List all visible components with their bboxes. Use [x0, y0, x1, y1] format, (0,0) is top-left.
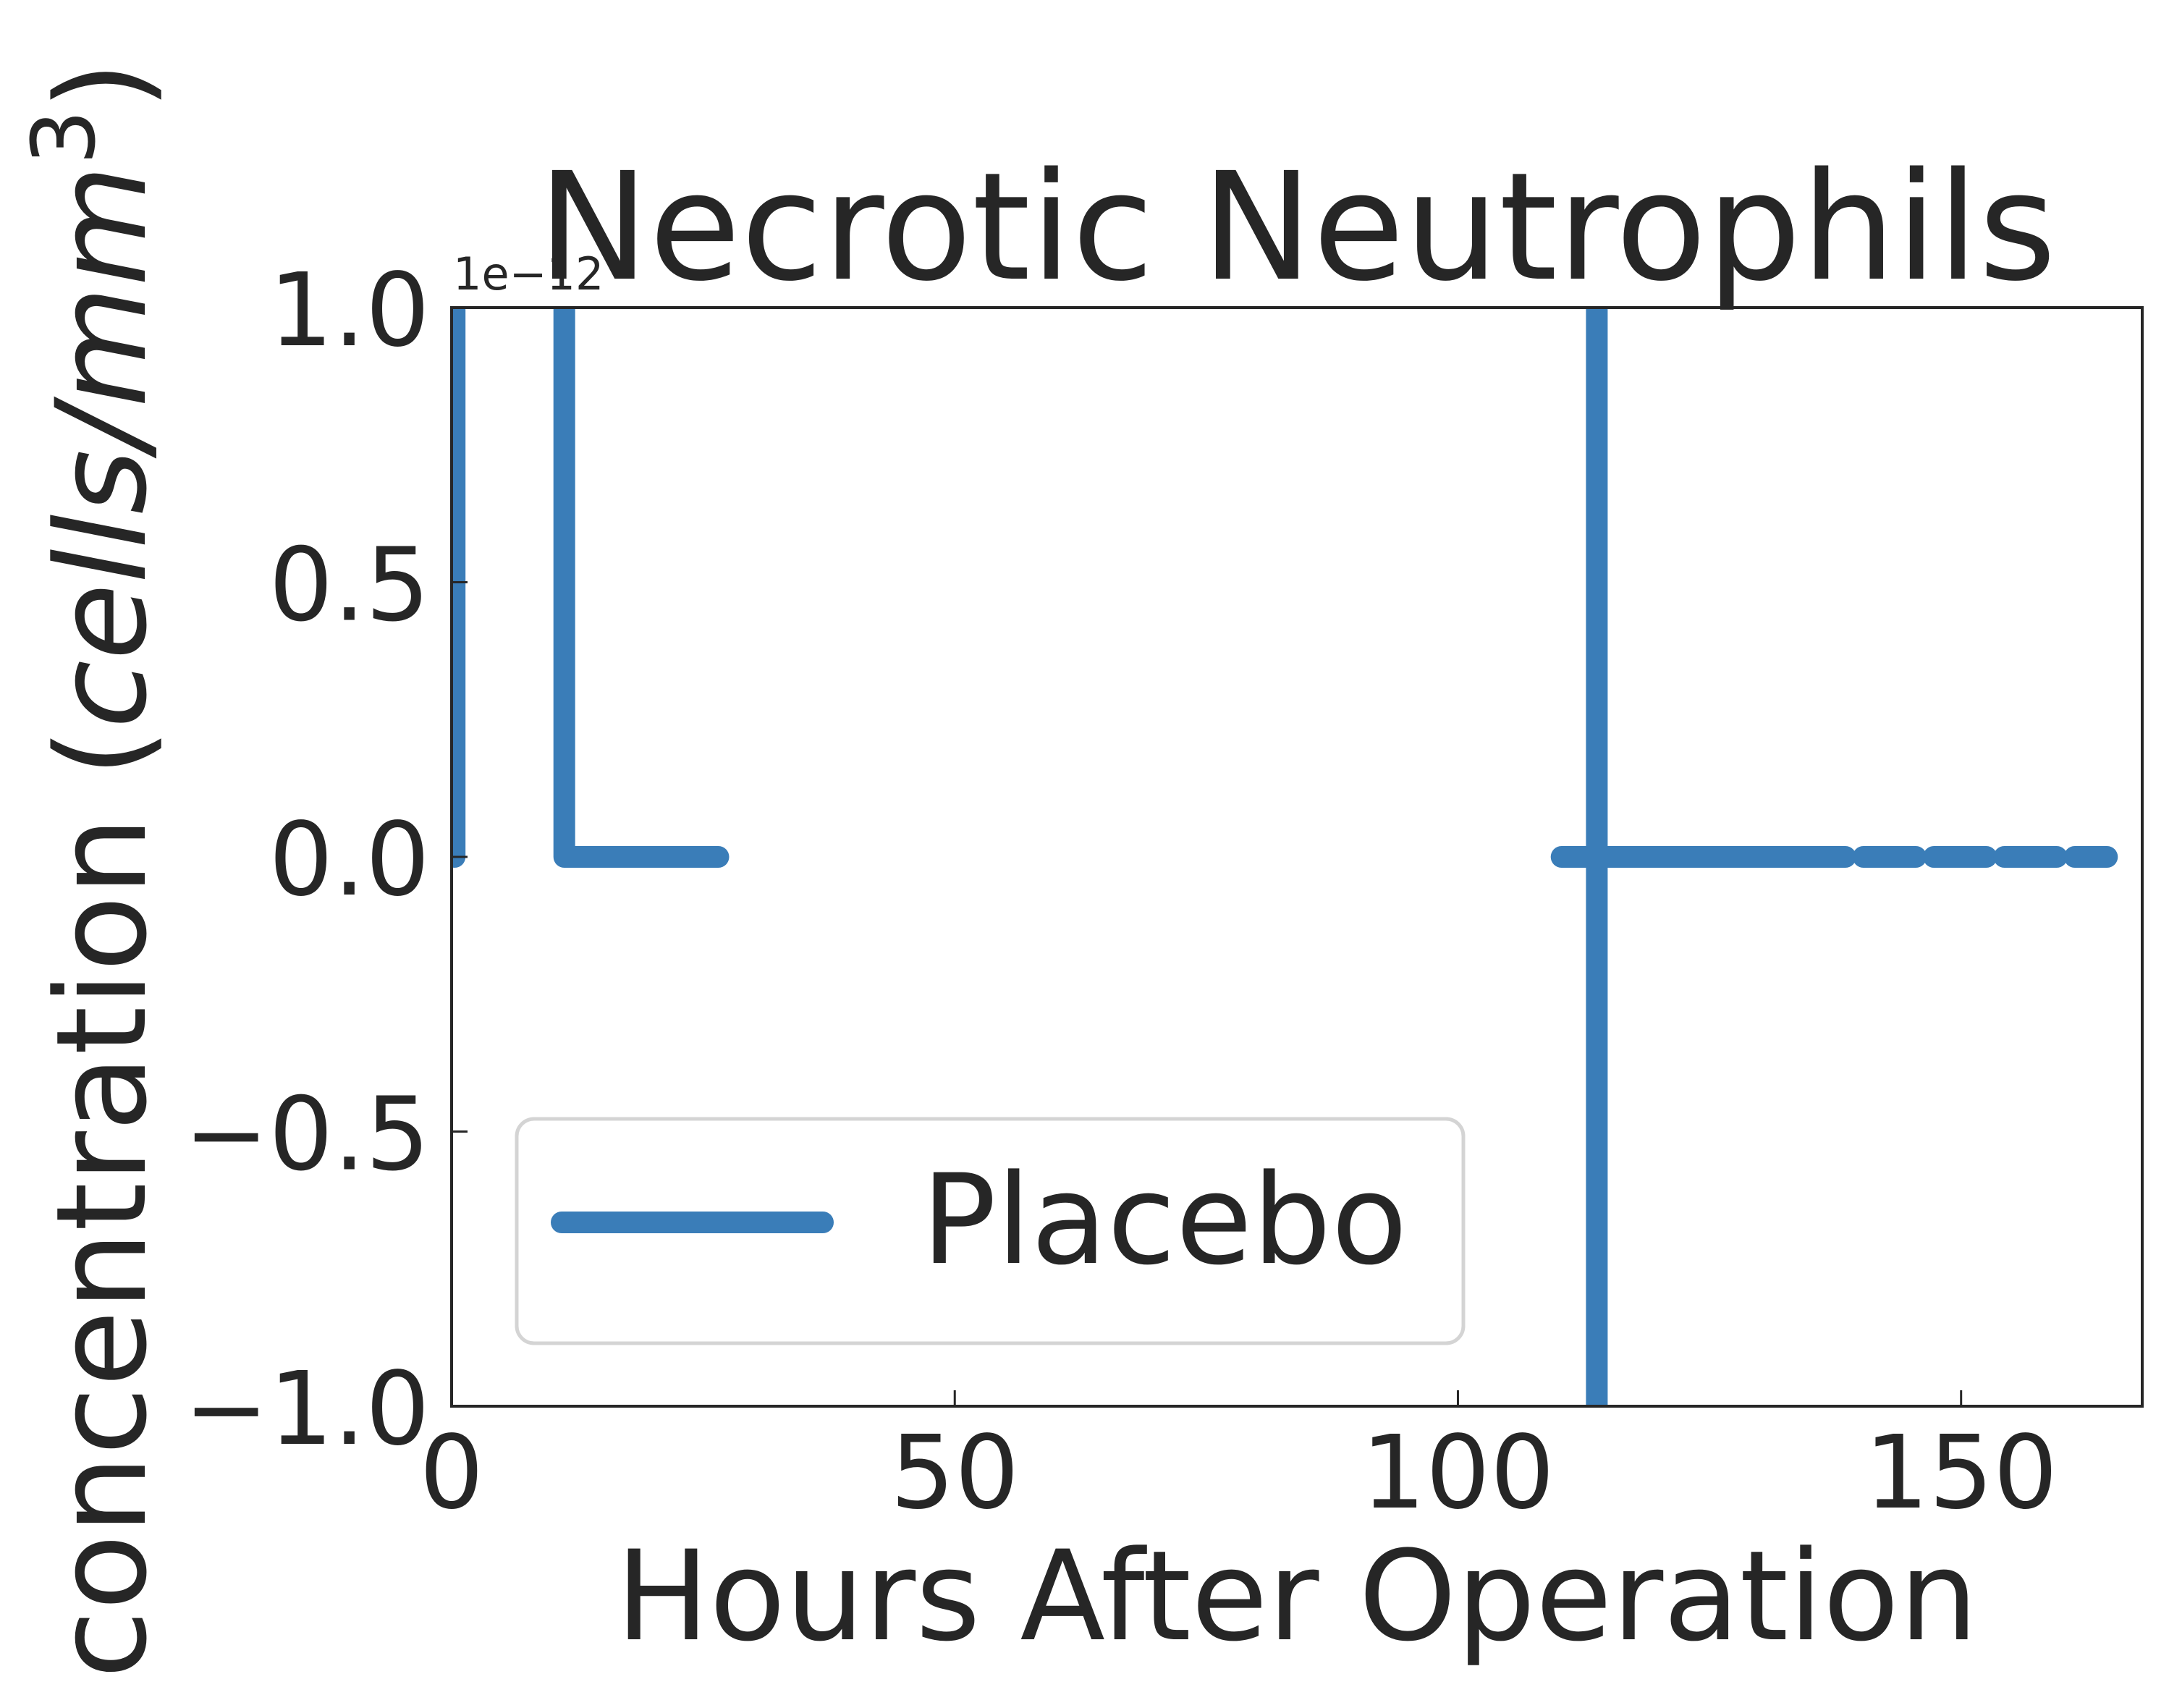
chart-title: Necrotic Neutrophils: [538, 140, 2057, 314]
y-axis-label-prefix: concentration (: [29, 729, 174, 1679]
y-tick-label: 0.0: [269, 801, 430, 919]
series-line-placebo: [553, 308, 730, 868]
legend: Placebo: [515, 1117, 1466, 1345]
legend-label-placebo: Placebo: [921, 1147, 1408, 1293]
x-tick-label: 50: [890, 1414, 1019, 1532]
x-axis-ticks: 0 50 100 150: [419, 1390, 2058, 1532]
x-tick-label: 150: [1864, 1414, 2058, 1532]
y-axis-label-suffix: ): [29, 61, 174, 109]
y-tick-label: 0.5: [269, 527, 430, 645]
y-tick-label: −0.5: [184, 1076, 430, 1194]
y-tick-label: −1.0: [184, 1350, 430, 1468]
y-axis-ticks: −1.0 −0.5 0.0 0.5 1.0: [184, 252, 468, 1468]
legend-frame: [515, 1117, 1466, 1345]
x-tick-label: 0: [419, 1414, 483, 1532]
y-axis-offset-text: 1e−12: [453, 248, 604, 300]
x-tick-label: 100: [1361, 1414, 1555, 1532]
y-tick-label: 1.0: [269, 252, 430, 370]
y-axis-label-unit: cells/mm: [29, 165, 174, 729]
y-axis-label-superscript: 3: [14, 110, 115, 165]
x-axis-label: Hours After Operation: [616, 1523, 1978, 1669]
series-layer: [452, 308, 2118, 1406]
y-axis-label: concentration (cells/mm3): [14, 61, 174, 1678]
